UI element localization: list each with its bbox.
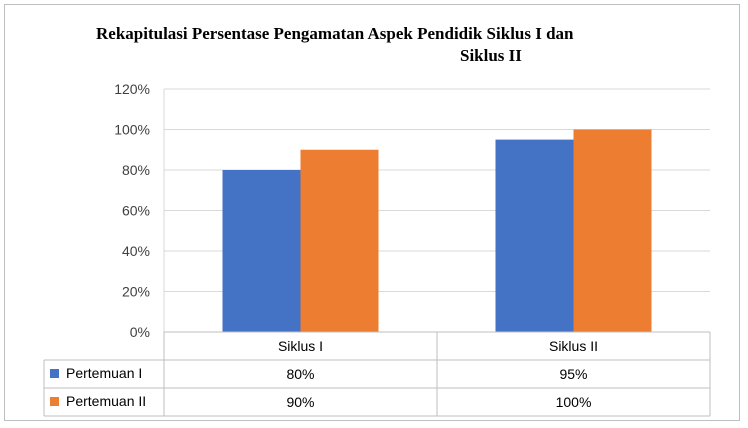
y-tick-label: 20% xyxy=(122,284,150,300)
legend-swatch xyxy=(50,397,59,406)
bar xyxy=(573,129,652,332)
x-category-label: Siklus I xyxy=(278,338,323,354)
bars xyxy=(222,129,652,332)
x-category-label: Siklus II xyxy=(549,338,598,354)
bar xyxy=(222,170,301,332)
data-value-label: 90% xyxy=(286,394,314,410)
y-tick-label: 0% xyxy=(130,324,150,340)
data-value-label: 80% xyxy=(286,366,314,382)
legend-swatch xyxy=(50,369,59,378)
data-value-label: 100% xyxy=(556,394,592,410)
legend-label: Pertemuan I xyxy=(66,365,142,381)
y-tick-label: 60% xyxy=(122,203,150,219)
y-tick-label: 40% xyxy=(122,243,150,259)
y-tick-label: 80% xyxy=(122,162,150,178)
chart-title-line-2: Siklus II xyxy=(460,46,522,65)
data-table: Siklus I Siklus II Pertemuan I 80% 95% Pertem… xyxy=(43,331,711,417)
y-tick-label: 120% xyxy=(114,81,150,97)
y-tick-label: 100% xyxy=(114,122,150,138)
bar xyxy=(495,139,574,332)
legend-label: Pertemuan II xyxy=(66,393,146,409)
y-axis: 0% 20% 40% 60% 80% 100% 120% xyxy=(114,81,150,340)
data-value-label: 95% xyxy=(559,366,587,382)
bar xyxy=(300,149,379,332)
chart-title-line-1: Rekapitulasi Persentase Pengamatan Aspek… xyxy=(96,24,574,43)
